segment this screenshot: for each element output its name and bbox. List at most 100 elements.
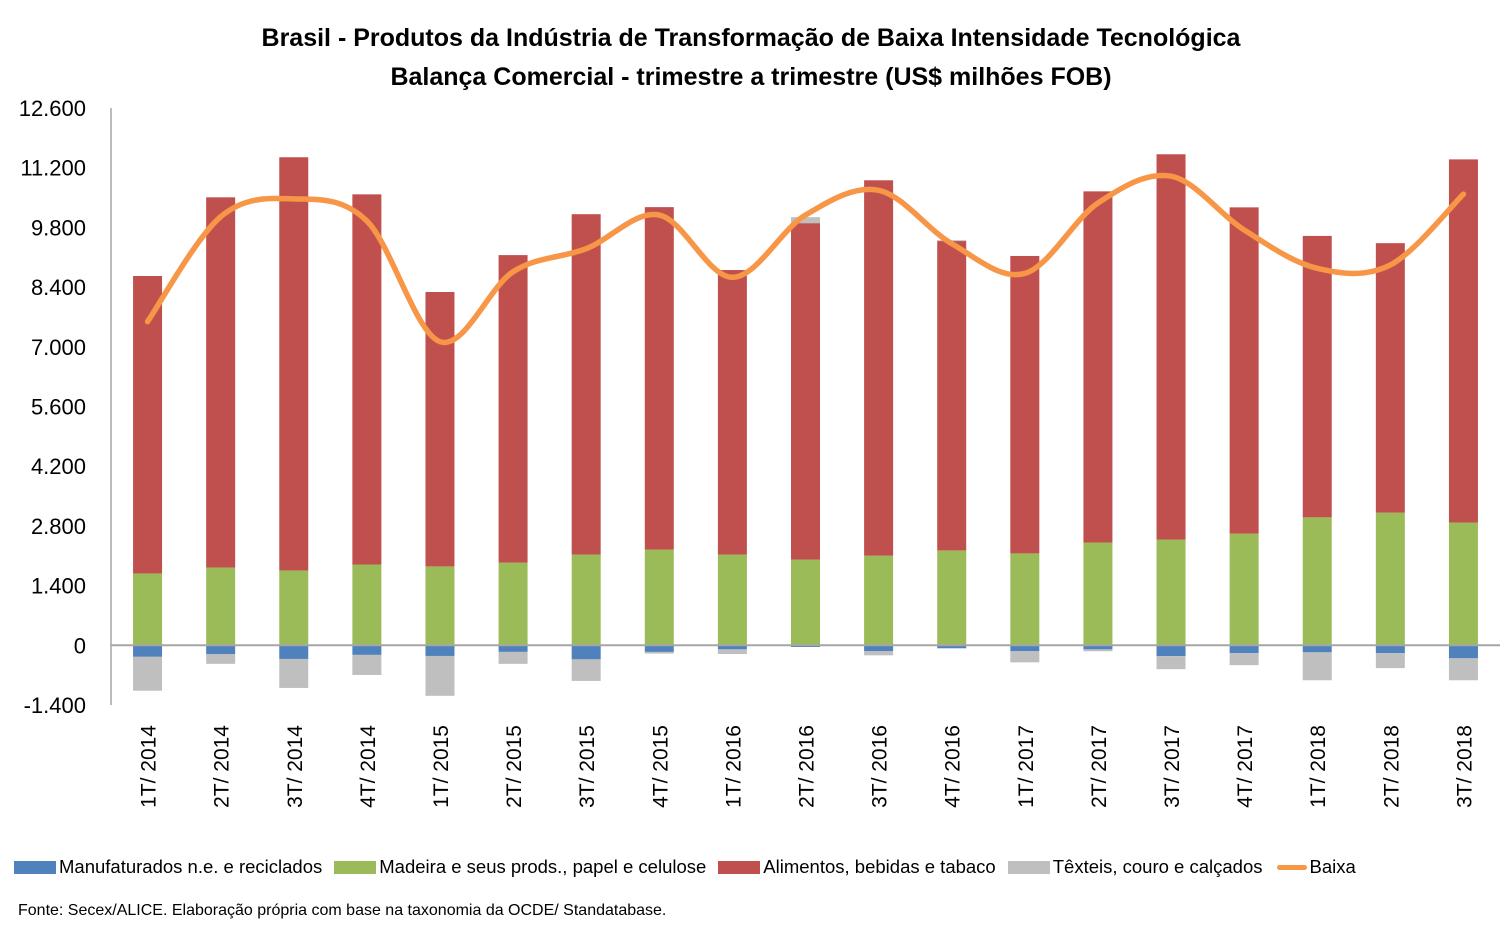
bar-alimentos <box>644 207 674 550</box>
bars <box>133 154 1478 696</box>
bar-madeira <box>791 559 820 646</box>
bar-madeira <box>1302 517 1332 646</box>
legend-item-alimentos[interactable]: Alimentos, bebidas e tabaco <box>718 856 996 878</box>
y-axis-labels: -1.400 0 1.400 2.800 4.200 5.600 7.000 8.400 9.8… <box>19 96 86 718</box>
bar-alimentos <box>206 197 236 568</box>
x-tick-label: 4T/ 2015 <box>649 725 672 808</box>
bar-manufaturados <box>206 645 236 655</box>
bar-texteis <box>498 651 528 664</box>
bar-texteis <box>717 649 747 655</box>
bar-texteis <box>864 651 894 656</box>
bar-manufaturados <box>352 645 382 655</box>
y-tick-label: 4.200 <box>31 454 86 479</box>
y-tick-label: 2.800 <box>31 514 86 539</box>
bar-madeira <box>1083 542 1113 646</box>
legend: Manufaturados n.e. e reciclados Madeira … <box>14 856 1368 878</box>
bar-manufaturados <box>425 645 455 656</box>
x-tick-label: 4T/ 2016 <box>942 725 965 808</box>
bar-madeira <box>644 549 674 646</box>
bar-texteis <box>791 217 820 224</box>
bar-alimentos <box>133 276 163 574</box>
bar-manufaturados <box>279 645 309 659</box>
bar-manufaturados <box>937 645 967 649</box>
chart-subtitle: Balança Comercial - trimestre a trimestr… <box>390 63 1112 91</box>
bar-madeira <box>1010 553 1040 646</box>
x-tick-label: 1T/ 2017 <box>1015 725 1038 808</box>
bar-texteis <box>644 651 674 654</box>
bar-alimentos <box>791 223 820 560</box>
y-tick-label: 7.000 <box>31 335 86 360</box>
chart-plot: -1.400 0 1.400 2.800 4.200 5.600 7.000 8.400 9.8… <box>19 96 1500 808</box>
x-tick-label: 2T/ 2014 <box>211 725 234 808</box>
bar-madeira <box>571 554 601 646</box>
bar-alimentos <box>1375 243 1405 513</box>
x-tick-label: 3T/ 2014 <box>284 725 307 808</box>
bar-alimentos <box>717 270 747 555</box>
bar-alimentos <box>937 241 967 551</box>
x-tick-label: 2T/ 2016 <box>796 725 819 808</box>
y-tick-label: 11.200 <box>20 156 86 181</box>
legend-item-texteis[interactable]: Têxteis, couro e calçados <box>1007 856 1263 878</box>
bar-alimentos <box>498 255 528 563</box>
bar-madeira <box>1375 512 1405 646</box>
bar-manufaturados <box>864 645 894 652</box>
legend-label: Baixa <box>1309 856 1356 877</box>
legend-label: Alimentos, bebidas e tabaco <box>763 856 996 877</box>
legend-swatch <box>334 860 377 874</box>
source-note: Fonte: Secex/ALICE. Elaboração própria c… <box>18 902 667 919</box>
bar-manufaturados <box>1375 645 1405 654</box>
bar-manufaturados <box>644 645 674 652</box>
x-tick-label: 3T/ 2015 <box>576 725 599 808</box>
bar-alimentos <box>571 214 601 555</box>
bar-alimentos <box>864 180 894 556</box>
bar-madeira <box>717 554 747 646</box>
x-tick-label: 1T/ 2018 <box>1307 725 1330 808</box>
line-series <box>144 172 1467 346</box>
x-tick-label: 3T/ 2016 <box>869 725 892 808</box>
bar-texteis <box>1083 649 1113 652</box>
bar-alimentos <box>1302 235 1332 518</box>
bar-texteis <box>1302 652 1332 681</box>
y-tick-label: 12.600 <box>19 96 86 121</box>
x-tick-label: 1T/ 2015 <box>430 725 453 808</box>
x-tick-label: 2T/ 2015 <box>503 725 526 808</box>
bar-madeira <box>937 550 967 646</box>
bar-manufaturados <box>1083 645 1113 650</box>
bar-madeira <box>352 564 382 646</box>
bar-alimentos <box>1083 191 1113 543</box>
bar-manufaturados <box>1229 645 1259 654</box>
legend-label: Manufaturados n.e. e reciclados <box>59 856 323 877</box>
legend-swatch <box>14 860 56 874</box>
x-tick-label: 4T/ 2014 <box>357 725 380 808</box>
bar-texteis <box>279 658 309 688</box>
x-tick-label: 1T/ 2014 <box>138 725 161 808</box>
x-axis-labels: 1T/ 2014 2T/ 2014 3T/ 2014 4T/ 2014 1T/ 2015… <box>138 725 1477 808</box>
legend-item-madeira[interactable]: Madeira e seus prods., papel e celulose <box>334 856 706 878</box>
legend-item-manufaturados[interactable]: Manufaturados n.e. e reciclados <box>14 856 322 878</box>
legend-swatch <box>718 860 761 874</box>
legend-label: Madeira e seus prods., papel e celulose <box>379 856 707 877</box>
bar-alimentos <box>1156 154 1186 540</box>
bar-manufaturados <box>717 645 747 650</box>
legend-swatch <box>1007 860 1050 874</box>
line-baixa <box>144 172 1467 346</box>
legend-item-baixa[interactable]: Baixa <box>1275 856 1356 878</box>
x-tick-label: 3T/ 2017 <box>1161 725 1184 808</box>
y-tick-label: -1.400 <box>24 693 86 718</box>
bar-texteis <box>1156 656 1186 670</box>
bar-manufaturados <box>133 645 163 657</box>
bar-madeira <box>1448 522 1478 646</box>
bar-alimentos <box>1010 255 1040 554</box>
y-tick-label: 9.800 <box>31 215 86 240</box>
bar-madeira <box>206 567 236 646</box>
y-tick-label: 0 <box>74 633 86 658</box>
x-tick-label: 3T/ 2018 <box>1453 725 1476 808</box>
bar-alimentos <box>1448 159 1478 523</box>
bar-texteis <box>1375 653 1405 669</box>
bar-manufaturados <box>1010 645 1040 652</box>
bar-texteis <box>206 654 236 664</box>
bar-texteis <box>133 656 163 691</box>
x-tick-label: 2T/ 2018 <box>1380 725 1403 808</box>
bar-texteis <box>571 659 601 681</box>
bar-alimentos <box>279 157 309 571</box>
